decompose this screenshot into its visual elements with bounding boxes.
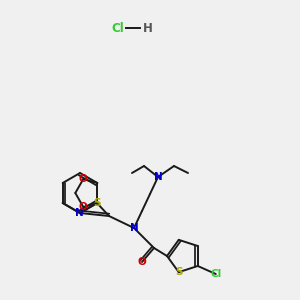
Text: O: O — [79, 202, 88, 212]
Text: Cl: Cl — [210, 269, 221, 279]
Text: S: S — [175, 267, 182, 277]
Text: O: O — [138, 257, 146, 267]
Text: N: N — [130, 223, 138, 233]
Text: N: N — [154, 172, 162, 182]
Text: N: N — [75, 208, 84, 218]
Text: H: H — [143, 22, 153, 34]
Text: S: S — [93, 198, 101, 208]
Text: Cl: Cl — [112, 22, 124, 34]
Text: O: O — [79, 174, 88, 184]
